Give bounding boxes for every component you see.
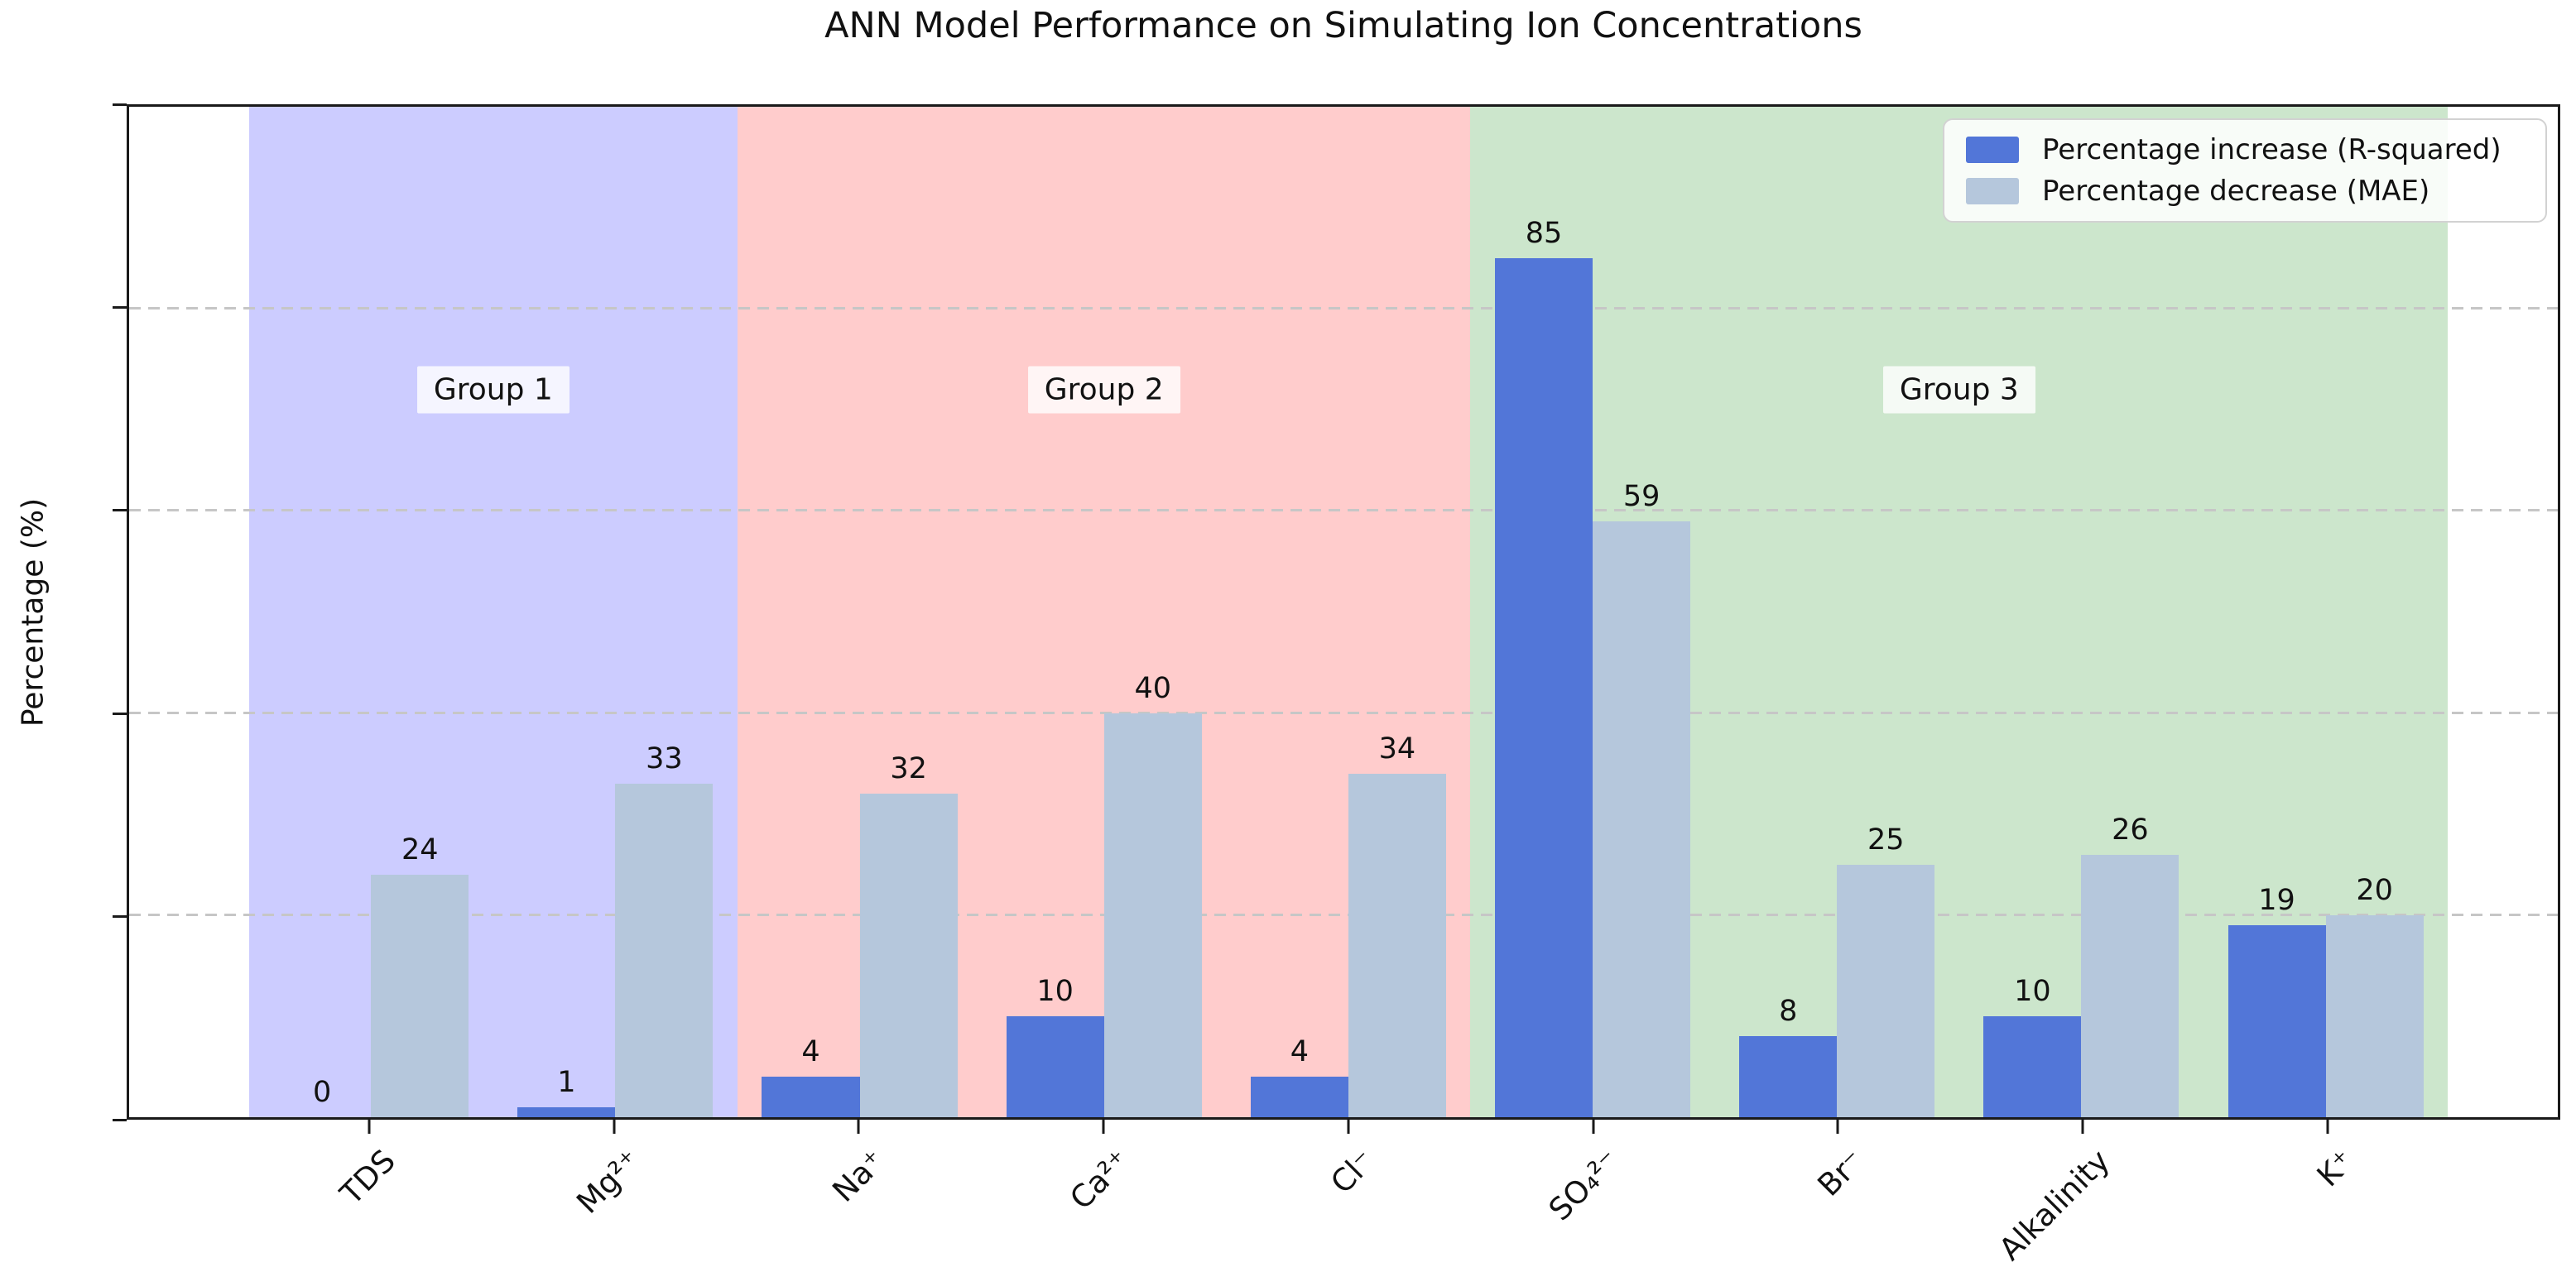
group-2-label: Group 2	[1027, 366, 1180, 414]
bar-mae-4	[1103, 713, 1202, 1117]
gridline-20	[129, 913, 2558, 916]
legend-swatch-mae-icon	[1966, 178, 2019, 204]
gridline-40	[129, 711, 2558, 714]
value-label-mae-3: 32	[890, 752, 927, 786]
x-tick-1	[368, 1120, 371, 1134]
legend-entry-mae: Percentage decrease (MAE)	[1966, 175, 2524, 208]
legend: Percentage increase (R-squared) Percenta…	[1943, 118, 2547, 223]
bar-r-squared-4	[1006, 1015, 1104, 1117]
x-tick-8	[2081, 1120, 2084, 1134]
value-label-r-squared-2: 1	[557, 1065, 576, 1099]
bar-mae-3	[859, 794, 958, 1117]
x-tick-5	[1347, 1120, 1350, 1134]
gridline-80	[129, 307, 2558, 310]
x-tick-label-2: Mg²⁺	[570, 1143, 647, 1221]
value-label-mae-5: 34	[1378, 732, 1416, 765]
x-tick-6	[1592, 1120, 1595, 1134]
x-tick-3	[857, 1120, 860, 1134]
y-tick-0	[113, 1118, 127, 1121]
bars-layer	[129, 107, 2558, 1117]
bar-r-squared-3	[762, 1077, 860, 1117]
bar-mae-1	[371, 874, 469, 1117]
value-label-mae-7: 25	[1867, 823, 1905, 857]
x-tick-label-8: Alkalinity	[1992, 1143, 2117, 1267]
y-tick-40	[113, 712, 127, 715]
value-label-r-squared-4: 10	[1036, 974, 1074, 1008]
value-label-mae-1: 24	[401, 833, 439, 866]
legend-swatch-r-squared-icon	[1966, 137, 2019, 163]
bar-mae-5	[1348, 773, 1446, 1117]
chart-title: ANN Model Performance on Simulating Ion …	[824, 5, 1862, 46]
value-label-r-squared-9: 19	[2258, 884, 2295, 918]
bar-mae-7	[1837, 864, 1935, 1117]
bar-r-squared-8	[1983, 1015, 2082, 1117]
x-tick-2	[613, 1120, 616, 1134]
value-label-r-squared-1: 0	[313, 1076, 332, 1109]
bar-r-squared-9	[2228, 925, 2326, 1117]
x-tick-label-6: SO₄²⁻	[1541, 1143, 1627, 1228]
x-axis: TDS Mg²⁺ Na⁺ Ca²⁺ Cl⁻ SO₄²⁻ Br⁻ Alkalinity K⁺	[127, 1120, 2560, 1267]
x-tick-label-7: Br⁻	[1810, 1143, 1872, 1203]
y-tick-60	[113, 509, 127, 512]
y-tick-80	[113, 305, 127, 309]
gridline-60	[129, 509, 2558, 512]
bar-r-squared-7	[1739, 1036, 1838, 1117]
bar-r-squared-5	[1250, 1077, 1348, 1117]
bar-mae-6	[1593, 521, 1691, 1117]
x-tick-7	[1836, 1120, 1839, 1134]
gridlines-layer	[129, 107, 2558, 1117]
bar-r-squared-2	[517, 1106, 616, 1117]
value-label-mae-6: 59	[1622, 479, 1660, 513]
x-tick-label-1: TDS	[334, 1143, 403, 1212]
group-1-label: Group 1	[416, 366, 570, 414]
legend-label-r-squared: Percentage increase (R-squared)	[2042, 133, 2502, 166]
value-labels-layer: Group 1 Group 2 Group 3 0 24 1 33 4 32 10 40 4 34…	[129, 107, 2558, 1117]
value-label-r-squared-8: 10	[2014, 974, 2051, 1008]
legend-label-mae: Percentage decrease (MAE)	[2042, 175, 2430, 208]
bar-mae-9	[2325, 914, 2424, 1117]
x-tick-label-4: Ca²⁺	[1063, 1143, 1137, 1217]
value-label-mae-4: 40	[1134, 671, 1172, 705]
value-label-r-squared-7: 8	[1779, 995, 1798, 1029]
bar-mae-8	[2081, 854, 2180, 1117]
x-tick-label-9: K⁺	[2310, 1143, 2362, 1194]
plot-area: Group 1 Group 2 Group 3 0 24 1 33 4 32 10 40 4 34…	[127, 104, 2560, 1120]
y-tick-100	[113, 103, 127, 106]
y-axis-title: Percentage (%)	[16, 497, 50, 727]
value-label-mae-2: 33	[646, 742, 683, 776]
x-tick-label-3: Na⁺	[825, 1143, 892, 1209]
value-label-mae-8: 26	[2112, 813, 2149, 847]
bar-mae-2	[615, 784, 714, 1117]
value-label-r-squared-5: 4	[1290, 1035, 1309, 1069]
legend-entry-r-squared: Percentage increase (R-squared)	[1966, 133, 2524, 166]
group-3-label: Group 3	[1882, 366, 2035, 414]
bar-r-squared-6	[1495, 258, 1593, 1117]
x-tick-4	[1102, 1120, 1105, 1134]
x-tick-label-5: Cl⁻	[1324, 1143, 1382, 1201]
value-label-r-squared-6: 85	[1525, 217, 1563, 251]
value-label-r-squared-3: 4	[801, 1035, 820, 1069]
y-tick-20	[113, 915, 127, 919]
value-label-mae-9: 20	[2356, 873, 2393, 907]
x-tick-9	[2326, 1120, 2329, 1134]
